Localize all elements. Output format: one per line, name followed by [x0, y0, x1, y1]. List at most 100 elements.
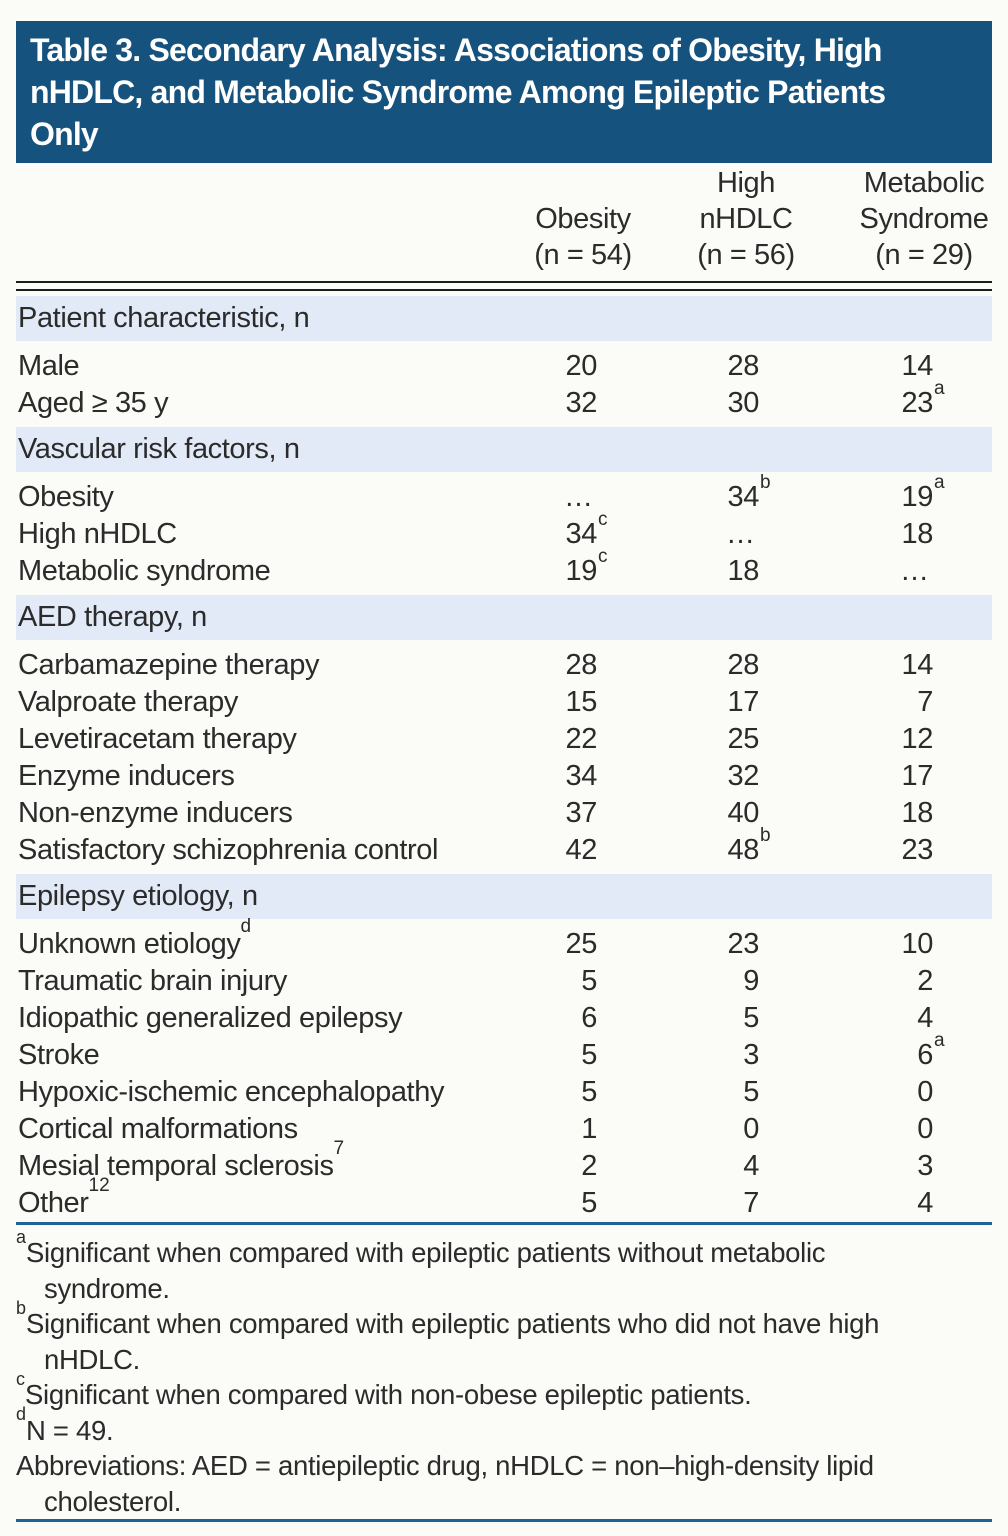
footnote-line: dN = 49. — [16, 1404, 114, 1446]
footnote-marker: a — [934, 1030, 945, 1051]
footnote-marker: b — [760, 472, 771, 493]
table-row: High nHDLC 34 c … 18 — [16, 510, 992, 553]
table-row: Stroke 5 3 6 a — [16, 1030, 992, 1074]
table-row: Idiopathic generalized epilepsy 6 5 4 — [16, 1000, 992, 1037]
footnote-marker: c — [598, 546, 608, 567]
value-cell: 28 — [727, 649, 760, 681]
value-cell: 48 b — [727, 825, 771, 866]
row-label: Non-enzyme inducers — [18, 797, 293, 829]
row-label: High nHDLC — [18, 518, 177, 550]
row-label: Cortical malformations — [18, 1113, 298, 1145]
row-label: Aged ≥ 35 y — [18, 387, 169, 419]
value-cell: 23 — [901, 834, 934, 866]
value-cell: 18 — [901, 797, 934, 829]
value-cell: 28 — [565, 649, 598, 681]
value-cell: 0 — [917, 1076, 933, 1108]
footnote-marker: b — [760, 825, 771, 846]
value-cell: 2 — [917, 965, 933, 997]
column-header-row: Obesity (n = 54) High nHDLC (n = 56) Metaboli… — [16, 163, 992, 281]
footnote-marker: a — [934, 378, 945, 399]
footnote-marker: d — [16, 1404, 27, 1425]
value-cell: 2 — [581, 1150, 597, 1182]
table-row: Valproate therapy 15 17 7 — [16, 684, 992, 721]
section-header-row: Vascular risk factors, n — [16, 427, 992, 472]
row-label: Metabolic syndrome — [18, 555, 271, 587]
row-label: Satisfactory schizophrenia control — [18, 834, 438, 866]
table-row: Non-enzyme inducers 37 40 18 — [16, 795, 992, 832]
table-row: Obesity … 34 b 19 a — [16, 472, 992, 516]
footnote-marker: b — [16, 1297, 27, 1318]
value-cell: 5 — [743, 1002, 759, 1034]
value-cell: 7 — [917, 686, 933, 718]
section-header-row: Patient characteristic, n — [16, 296, 992, 341]
table-bottom-rule — [16, 1519, 992, 1522]
row-label: Obesity — [18, 481, 114, 513]
row-label: Carbamazepine therapy — [18, 649, 320, 681]
footnote-marker: c — [598, 509, 608, 530]
value-cell: 9 — [743, 965, 759, 997]
value-cell: 23 — [727, 928, 760, 960]
table-title: Table 3. Secondary Analysis: Association… — [16, 21, 992, 163]
value-cell: 34 b — [727, 472, 771, 513]
row-label: Mesial temporal sclerosis7 — [18, 1138, 345, 1182]
value-cell: … — [564, 481, 597, 513]
value-cell: 3 — [743, 1039, 759, 1071]
table-row: Traumatic brain injury 5 9 2 — [16, 963, 992, 1000]
row-label: Male — [18, 350, 80, 382]
footnote-marker: d — [240, 916, 252, 938]
table-container: Table 3. Secondary Analysis: Association… — [16, 0, 992, 1522]
table-row: Carbamazepine therapy 28 28 14 — [16, 647, 992, 684]
table-row: Metabolic syndrome 19 c 18… — [16, 546, 992, 590]
value-cell: 25 — [565, 928, 598, 960]
value-cell: 19 c — [565, 546, 608, 587]
table-row: Levetiracetam therapy 22 25 12 — [16, 721, 992, 758]
table-row: Hypoxic-ischemic encephalopathy 5 5 0 — [16, 1074, 992, 1111]
value-cell: 4 — [743, 1150, 759, 1182]
value-cell: 6 — [581, 1002, 597, 1034]
table-row: Enzyme inducers 34 32 17 — [16, 758, 992, 795]
row-label: Stroke — [18, 1039, 100, 1071]
table-row: Other12 5 7 4 — [16, 1175, 992, 1222]
table-row: Male 20 28 14 — [16, 348, 992, 385]
column-header: Obesity (n = 54) — [534, 203, 632, 271]
footnote-top-rule — [16, 1222, 992, 1225]
value-cell: 22 — [565, 723, 598, 755]
footnote-marker: a — [16, 1226, 27, 1247]
value-cell: … — [726, 518, 759, 550]
row-label: Enzyme inducers — [18, 760, 235, 792]
column-header: Metabolic Syndrome (n = 29) — [859, 167, 989, 271]
value-cell: 23 a — [901, 378, 945, 419]
section-header-row: Epilepsy etiology, n — [16, 874, 992, 919]
footnote-marker: 12 — [88, 1175, 110, 1197]
table-row: Mesial temporal sclerosis7 2 4 3 — [16, 1138, 992, 1185]
value-cell: 18 — [901, 518, 934, 550]
table-row: Unknown etiologyd 25 23 10 — [16, 917, 992, 963]
value-cell: … — [900, 555, 933, 587]
table-row: Cortical malformations 1 0 0 — [16, 1111, 992, 1148]
value-cell: 37 — [565, 797, 598, 829]
row-label: Idiopathic generalized epilepsy — [18, 1002, 403, 1034]
footnote-marker: a — [934, 472, 945, 493]
table-row: Aged ≥ 35 y 32 30 23 a — [16, 378, 992, 422]
value-cell: 0 — [743, 1113, 759, 1145]
value-cell: 4 — [917, 1002, 933, 1034]
value-cell: 20 — [565, 350, 598, 382]
value-cell: 5 — [581, 965, 597, 997]
footnote-line: bSignificant when compared with epilepti… — [16, 1297, 880, 1375]
row-label: Hypoxic-ischemic encephalopathy — [18, 1076, 445, 1108]
footnotes: aSignificant when compared with epilepti… — [16, 1225, 992, 1519]
value-cell: 0 — [917, 1113, 933, 1145]
value-cell: 4 — [917, 1187, 933, 1219]
footnote-marker: c — [16, 1368, 25, 1389]
value-cell: 19 a — [901, 472, 945, 513]
footnote-line: Abbreviations: AED = antiepileptic drug,… — [16, 1450, 874, 1517]
value-cell: 34 — [565, 760, 598, 792]
value-cell: 5 — [581, 1187, 597, 1219]
column-header: High nHDLC (n = 56) — [697, 167, 795, 271]
value-cell: 17 — [727, 686, 760, 718]
row-label: Levetiracetam therapy — [18, 723, 297, 755]
value-cell: 32 — [727, 760, 760, 792]
row-label: Other12 — [18, 1175, 110, 1219]
value-cell: 42 — [565, 834, 598, 866]
